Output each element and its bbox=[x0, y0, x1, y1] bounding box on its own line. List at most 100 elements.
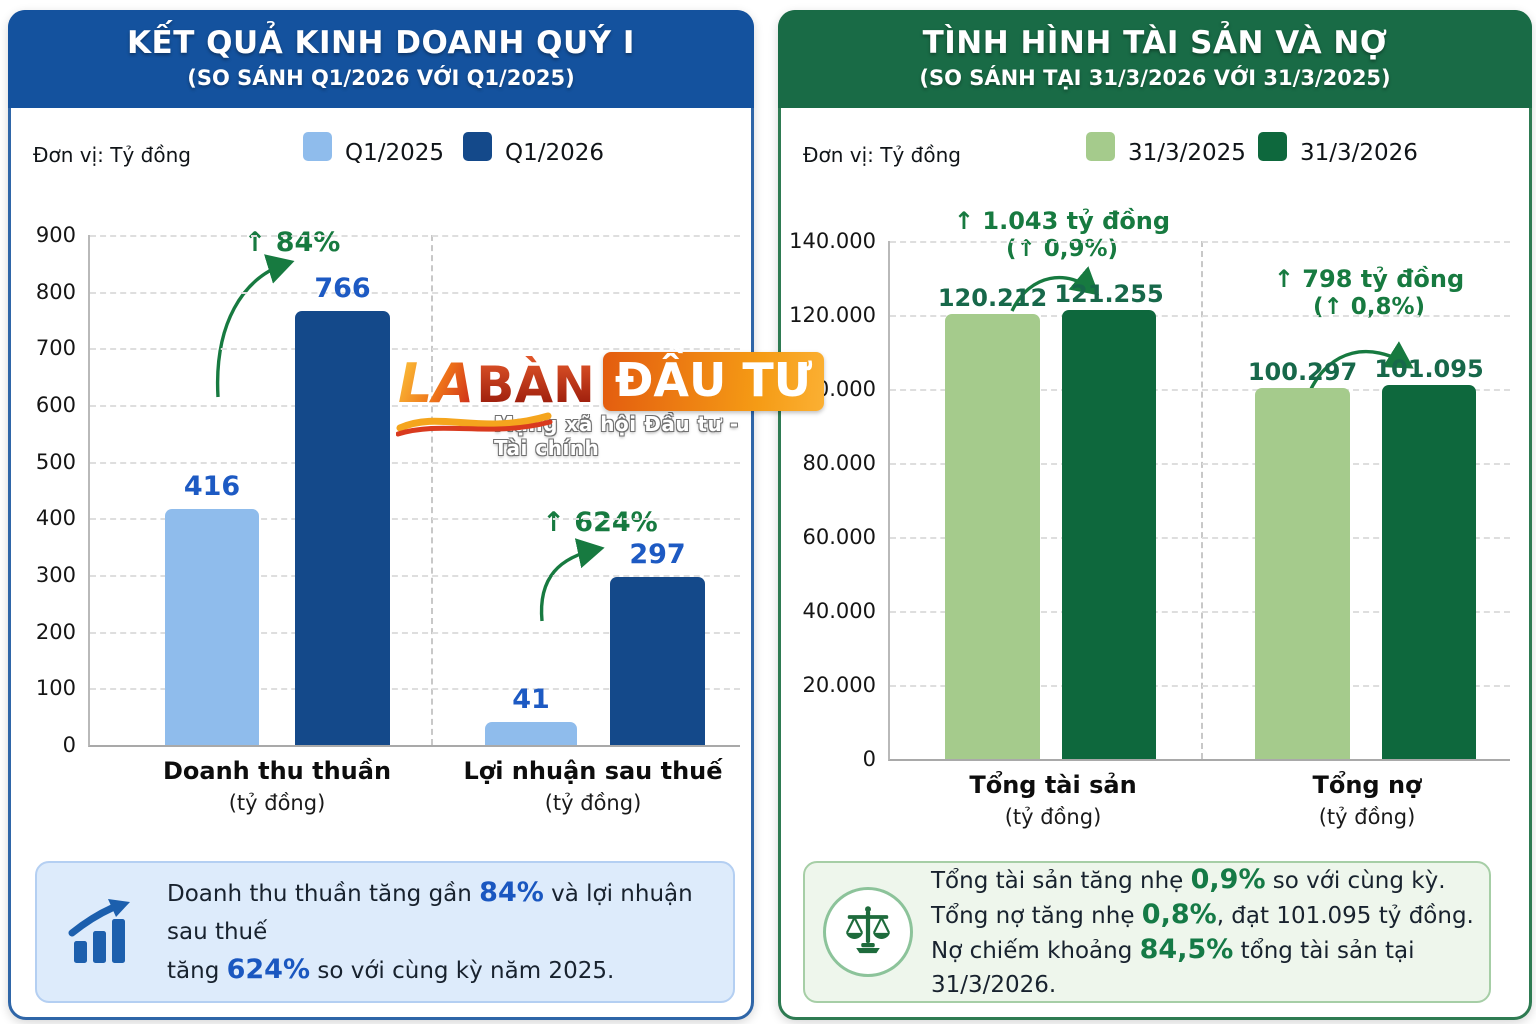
gridline bbox=[890, 685, 1510, 687]
gridline bbox=[890, 389, 1510, 391]
summary-note-assets: Tổng tài sản tăng nhẹ 0,9% so với cùng k… bbox=[803, 861, 1491, 1003]
note-text-business: Doanh thu thuần tăng gần 84% và lợi nhuậ… bbox=[167, 874, 733, 990]
highlight-value: 0,8% bbox=[1141, 898, 1217, 930]
gridline bbox=[90, 235, 740, 237]
y-tick-label: 80.000 bbox=[802, 451, 876, 475]
gridline bbox=[90, 291, 740, 294]
note-text-assets: Tổng tài sản tăng nhẹ 0,9% so với cùng k… bbox=[931, 863, 1489, 1002]
annotation-revenue-growth: ↑ 84% bbox=[243, 227, 341, 258]
gridline bbox=[890, 463, 1510, 465]
logo-brand-row: LABÀN ĐẦU TƯ bbox=[396, 352, 825, 437]
note-line: Tổng nợ tăng nhẹ 0,8%, đạt 101.095 tỷ đồ… bbox=[931, 898, 1489, 933]
panel-assets-debt: TÌNH HÌNH TÀI SẢN VÀ NỢ (SO SÁNH TẠI 31/… bbox=[778, 10, 1532, 1020]
gridline bbox=[90, 575, 740, 577]
gridline bbox=[90, 461, 740, 464]
y-tick-label: 600 bbox=[35, 393, 76, 417]
note-line: Tổng tài sản tăng nhẹ 0,9% so với cùng k… bbox=[931, 863, 1489, 898]
note-text-segment: Nợ chiếm khoảng bbox=[931, 937, 1140, 964]
page-subtitle: (SO SÁNH Q1/2026 VỚI Q1/2025) bbox=[187, 66, 575, 90]
summary-note-business: Doanh thu thuần tăng gần 84% và lợi nhuậ… bbox=[35, 861, 735, 1003]
panel-business-results: KẾT QUẢ KINH DOANH QUÝ I (SO SÁNH Q1/202… bbox=[8, 10, 754, 1020]
gridline bbox=[90, 405, 740, 407]
y-tick-label: 140.000 bbox=[789, 229, 876, 253]
y-tick-label: 20.000 bbox=[802, 673, 876, 697]
y-tick-label: 300 bbox=[35, 563, 76, 587]
bar-chart-assets-debt: ↑ 1.043 tỷ đồng (↑ 0,9%) ↑ 798 tỷ đồng (… bbox=[789, 207, 1510, 829]
page-subtitle: (SO SÁNH TẠI 31/3/2026 VỚI 31/3/2025) bbox=[919, 66, 1391, 90]
bar-chart-business-results: ↑ 84% ↑ 624% Doanh thu thuần (tỷ đồng) L… bbox=[36, 223, 740, 815]
logo-text-dautu: ĐẦU TƯ bbox=[602, 352, 825, 411]
gridline bbox=[890, 611, 1510, 613]
bar-Q1-2026-cat0 bbox=[295, 310, 390, 745]
bar-31-3-2025-cat1 bbox=[1255, 387, 1350, 759]
annotation-profit-growth: ↑ 624% bbox=[542, 507, 658, 538]
legend-swatch-2025 bbox=[1086, 132, 1115, 161]
legend-swatch-q1-2025 bbox=[303, 132, 332, 161]
note-text-segment: so với cùng kỳ năm 2025. bbox=[310, 958, 615, 984]
page-title: TÌNH HÌNH TÀI SẢN VÀ NỢ bbox=[922, 25, 1388, 61]
panel-header-business-results: KẾT QUẢ KINH DOANH QUÝ I (SO SÁNH Q1/202… bbox=[8, 10, 754, 108]
note-text-segment: Tổng tài sản tăng nhẹ bbox=[931, 867, 1191, 894]
gridline bbox=[890, 241, 1510, 243]
note-line: tăng 624% so với cùng kỳ năm 2025. bbox=[167, 951, 733, 990]
gridline bbox=[90, 518, 740, 521]
note-line: Doanh thu thuần tăng gần 84% và lợi nhuậ… bbox=[167, 874, 733, 951]
note-text-segment: tăng bbox=[167, 958, 227, 984]
bar-value-label: 297 bbox=[629, 538, 686, 570]
gridline bbox=[90, 631, 740, 634]
bar-31-3-2026-cat0 bbox=[1062, 310, 1156, 759]
category-label-net-profit: Lợi nhuận sau thuế (tỷ đồng) bbox=[463, 757, 723, 815]
logo-text-ban: BÀN bbox=[476, 356, 595, 414]
note-line: Nợ chiếm khoảng 84,5% tổng tài sản tại 3… bbox=[931, 933, 1489, 1002]
bar-31-3-2026-cat1 bbox=[1382, 384, 1476, 759]
highlight-value: 84% bbox=[479, 877, 544, 908]
y-tick-label: 0 bbox=[862, 747, 876, 771]
page-title: KẾT QUẢ KINH DOANH QUÝ I bbox=[127, 25, 635, 61]
note-text-segment: tổng tài sản tại 31/3/2026. bbox=[931, 937, 1415, 998]
bar-value-label: 120.212 bbox=[937, 284, 1048, 313]
category-label-net-revenue: Doanh thu thuần (tỷ đồng) bbox=[162, 757, 392, 815]
unit-label: Đơn vị: Tỷ đồng bbox=[803, 143, 961, 167]
y-tick-label: 40.000 bbox=[802, 599, 876, 623]
y-tick-label: 900 bbox=[35, 223, 76, 247]
note-text-segment: so với cùng kỳ. bbox=[1265, 867, 1446, 894]
group-separator-line bbox=[1201, 241, 1203, 759]
legend-label-2025: 31/3/2025 bbox=[1128, 140, 1246, 166]
legend-swatch-2026 bbox=[1258, 132, 1287, 161]
note-text-segment: Tổng nợ tăng nhẹ bbox=[931, 902, 1142, 929]
y-tick-label: 60.000 bbox=[802, 525, 876, 549]
highlight-value: 0,9% bbox=[1190, 863, 1266, 895]
y-tick-label: 200 bbox=[35, 619, 76, 644]
legend-label-2026: 31/3/2026 bbox=[1300, 140, 1418, 166]
gridline bbox=[90, 348, 740, 351]
legend-swatch-q1-2026 bbox=[463, 132, 492, 161]
highlight-value: 84,5% bbox=[1139, 933, 1234, 965]
gridline bbox=[890, 315, 1510, 317]
annotation-assets-growth: ↑ 1.043 tỷ đồng (↑ 0,9%) bbox=[953, 207, 1171, 262]
note-text-segment: , đạt 101.095 tỷ đồng. bbox=[1216, 902, 1474, 929]
bar-value-label: 41 bbox=[512, 683, 550, 715]
bar-value-label: 416 bbox=[183, 471, 241, 503]
note-text-segment: và lợi nhuận sau thuế bbox=[167, 881, 693, 945]
panel-header-assets-debt: TÌNH HÌNH TÀI SẢN VÀ NỢ (SO SÁNH TẠI 31/… bbox=[778, 10, 1532, 108]
bar-value-label: 101.095 bbox=[1374, 354, 1484, 383]
legend-label-q1-2026: Q1/2026 bbox=[505, 140, 605, 166]
category-label-total-assets: Tổng tài sản (tỷ đồng) bbox=[969, 771, 1137, 829]
bar-31-3-2025-cat0 bbox=[945, 314, 1040, 759]
bar-Q1-2026-cat1 bbox=[610, 576, 705, 745]
bar-value-label: 766 bbox=[314, 272, 371, 304]
y-tick-label: 700 bbox=[35, 336, 76, 361]
legend-label-q1-2025: Q1/2025 bbox=[345, 140, 445, 166]
y-tick-label: 400 bbox=[35, 506, 76, 531]
bar-value-label: 121.255 bbox=[1054, 280, 1164, 309]
logo-swoosh-icon bbox=[396, 412, 553, 437]
y-tick-label: 120.000 bbox=[789, 303, 876, 327]
bar-Q1-2025-cat0 bbox=[165, 509, 259, 745]
growth-chart-icon bbox=[59, 899, 149, 965]
category-label-total-debt: Tổng nợ (tỷ đồng) bbox=[1312, 771, 1422, 829]
highlight-value: 624% bbox=[226, 954, 311, 985]
group-separator-line bbox=[431, 235, 433, 745]
y-tick-label: 500 bbox=[35, 449, 76, 474]
gridline bbox=[890, 537, 1510, 539]
y-tick-label: 100 bbox=[35, 676, 76, 701]
